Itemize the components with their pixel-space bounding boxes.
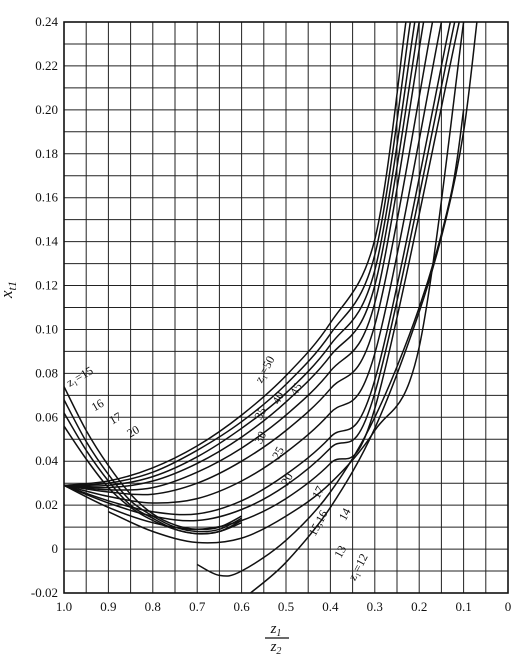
x-tick-label: 0.3 <box>367 599 383 614</box>
y-tick-label: 0.14 <box>35 234 58 249</box>
curve-label: z₁=12 <box>345 551 371 583</box>
curve-family-b <box>64 425 242 535</box>
x-tick-label: 0.8 <box>145 599 161 614</box>
y-tick-label: 0.12 <box>35 278 58 293</box>
y-tick-label: 0.10 <box>35 321 58 336</box>
curve-label: 17 <box>309 484 327 501</box>
plot-frame <box>63 21 509 594</box>
curve-family-a <box>108 22 465 544</box>
x-label-denominator: z2 <box>270 639 282 654</box>
y-tick-label: 0.06 <box>35 409 58 424</box>
curve-label: z₁=15 <box>64 363 95 389</box>
curve-family-a <box>64 22 416 487</box>
y-tick-labels: -0.02 0 0.02 0.04 0.06 0.08 0.10 0.12 0.14 0.16 0.… <box>31 14 59 600</box>
y-tick-label: 0.18 <box>35 146 58 161</box>
curve-label: 20 <box>278 471 296 488</box>
curve-label: 20 <box>124 422 141 440</box>
curve-family-a <box>64 22 443 504</box>
y-tick-label: -0.02 <box>31 585 58 600</box>
y-tick-label: 0.20 <box>35 102 58 117</box>
x-tick-label: 0.9 <box>100 599 116 614</box>
x-tick-label: 0.1 <box>455 599 471 614</box>
curve-series <box>64 22 478 593</box>
curve-label: z₁=50 <box>252 354 278 386</box>
curve-family-a <box>64 22 420 489</box>
curve-family-a <box>64 22 412 487</box>
x-tick-label: 0 <box>505 599 512 614</box>
x-tick-label: 0.6 <box>233 599 250 614</box>
curve-family-a <box>64 22 407 487</box>
x-axis-label: z1 z2 <box>265 621 289 654</box>
y-tick-label: 0.02 <box>35 497 58 512</box>
curve-label: 40 <box>269 389 287 406</box>
curve-label: 16 <box>89 396 106 414</box>
y-tick-label: 0.24 <box>35 14 58 29</box>
y-tick-label: 0.16 <box>35 190 58 205</box>
x-tick-label: 0.2 <box>411 599 427 614</box>
x-tick-labels: 1.0 0.9 0.8 0.7 0.6 0.5 0.4 0.3 0.2 0.1 0 <box>56 599 511 614</box>
y-tick-label: 0.22 <box>35 58 58 73</box>
x-tick-label: 1.0 <box>56 599 72 614</box>
curve-label: 25 <box>269 444 287 461</box>
y-tick-label: 0.08 <box>35 365 58 380</box>
curve-family-a <box>64 22 425 491</box>
curve-low <box>250 22 478 593</box>
curve-label: 45 <box>287 380 305 397</box>
curve-label: 13 <box>331 543 349 560</box>
curve-family-a <box>64 22 434 496</box>
curve-label: 17 <box>107 409 124 427</box>
curve-label: 14 <box>336 506 354 523</box>
curve-family-a <box>64 22 460 531</box>
curve-family-b <box>64 399 242 533</box>
x-label-numerator: z1 <box>270 621 282 639</box>
x-tick-label: 0.4 <box>322 599 339 614</box>
x-tick-label: 0.5 <box>278 599 294 614</box>
curve-label: 30 <box>251 429 269 446</box>
y-tick-label: 0.04 <box>35 453 58 468</box>
y-tick-label: 0 <box>52 541 59 556</box>
x-tick-label: 0.7 <box>189 599 206 614</box>
curve-label: 35 <box>251 405 269 422</box>
y-axis-label: xt1 <box>0 281 19 299</box>
curve-family-b <box>64 386 242 531</box>
